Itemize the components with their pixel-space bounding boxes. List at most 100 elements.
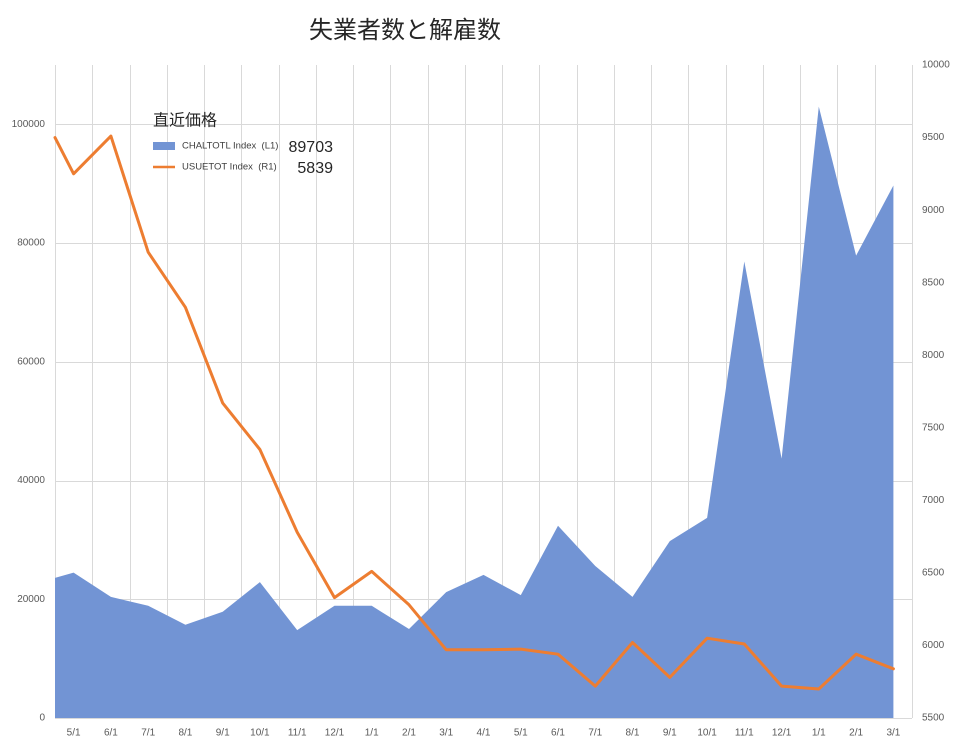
x-tick-label: 10/1 bbox=[250, 728, 270, 739]
x-tick-label: 2/1 bbox=[849, 728, 863, 739]
line-point bbox=[258, 448, 262, 452]
x-tick-label: 4/1 bbox=[477, 728, 491, 739]
line-point bbox=[370, 569, 374, 573]
y-right-tick-label: 6500 bbox=[922, 568, 945, 579]
area-point bbox=[519, 593, 523, 597]
x-tick-label: 1/1 bbox=[812, 728, 826, 739]
line-point bbox=[183, 305, 187, 309]
y-right-tick-label: 7000 bbox=[922, 495, 945, 506]
x-tick-label: 5/1 bbox=[514, 728, 528, 739]
chart-title: 失業者数と解雇数 bbox=[309, 16, 501, 44]
line-point bbox=[333, 596, 337, 600]
line-point bbox=[482, 648, 486, 652]
y-right-tick-label: 8500 bbox=[922, 277, 945, 288]
line-point bbox=[593, 684, 597, 688]
legend-value-chaltotl: 89703 bbox=[289, 139, 334, 156]
y-right-tick-label: 9000 bbox=[922, 205, 945, 216]
line-point bbox=[631, 641, 635, 645]
x-tick-label: 8/1 bbox=[626, 728, 640, 739]
line-point bbox=[668, 675, 672, 679]
y-left-tick-label: 80000 bbox=[17, 238, 45, 249]
x-tick-label: 1/1 bbox=[365, 728, 379, 739]
area-point bbox=[258, 580, 262, 584]
x-tick-label: 8/1 bbox=[178, 728, 192, 739]
line-point bbox=[221, 401, 225, 405]
line-point bbox=[109, 134, 113, 138]
area-point bbox=[444, 590, 448, 594]
line-point bbox=[444, 648, 448, 652]
x-tick-label: 2/1 bbox=[402, 728, 416, 739]
y-left-tick-label: 0 bbox=[39, 713, 45, 724]
area-point bbox=[109, 595, 113, 599]
area-point bbox=[370, 604, 374, 608]
line-point bbox=[146, 250, 150, 254]
x-tick-label: 12/1 bbox=[772, 728, 792, 739]
area-point bbox=[854, 254, 858, 258]
area-point bbox=[53, 576, 57, 580]
x-tick-label: 10/1 bbox=[697, 728, 717, 739]
y-right-tick-label: 8000 bbox=[922, 350, 945, 361]
x-tick-label: 11/1 bbox=[735, 728, 754, 739]
y-left-tick-label: 60000 bbox=[17, 356, 45, 367]
line-point bbox=[705, 636, 709, 640]
y-right-tick-label: 10000 bbox=[922, 60, 950, 71]
area-point bbox=[780, 457, 784, 461]
legend-label-usuetot: USUETOT Index (R1) bbox=[182, 162, 277, 173]
line-point bbox=[295, 530, 299, 534]
line-point bbox=[780, 684, 784, 688]
line-point bbox=[519, 647, 523, 651]
legend-value-usuetot: 5839 bbox=[297, 160, 333, 177]
y-right-tick-label: 5500 bbox=[922, 713, 945, 724]
area-point bbox=[593, 564, 597, 568]
x-tick-label: 6/1 bbox=[551, 728, 565, 739]
area-series bbox=[55, 106, 894, 719]
x-tick-label: 6/1 bbox=[104, 728, 118, 739]
x-tick-label: 12/1 bbox=[325, 728, 345, 739]
area-point bbox=[333, 604, 337, 608]
x-tick-label: 9/1 bbox=[216, 728, 230, 739]
x-tick-label: 3/1 bbox=[886, 728, 900, 739]
line-point bbox=[53, 136, 57, 140]
line-point bbox=[891, 667, 895, 671]
x-tick-label: 3/1 bbox=[439, 728, 453, 739]
area-point bbox=[221, 610, 225, 614]
y-left-tick-label: 40000 bbox=[17, 475, 45, 486]
area-point bbox=[742, 260, 746, 264]
area-point bbox=[183, 623, 187, 627]
area-point bbox=[72, 571, 76, 575]
x-tick-label: 11/1 bbox=[288, 728, 307, 739]
legend-title: 直近価格 bbox=[153, 111, 217, 130]
line-point bbox=[817, 687, 821, 691]
line-point bbox=[407, 603, 411, 607]
line-point bbox=[742, 642, 746, 646]
line-point bbox=[72, 172, 76, 176]
area-point bbox=[891, 184, 895, 188]
y-left-tick-label: 100000 bbox=[12, 119, 46, 130]
x-tick-label: 5/1 bbox=[67, 728, 81, 739]
area-point bbox=[705, 516, 709, 520]
legend-label-chaltotl: CHALTOTL Index (L1) bbox=[182, 141, 278, 152]
area-point bbox=[295, 628, 299, 632]
area-point bbox=[668, 539, 672, 543]
y-right-tick-label: 9500 bbox=[922, 132, 945, 143]
area-point bbox=[631, 595, 635, 599]
y-left-tick-label: 20000 bbox=[17, 594, 45, 605]
axis-labels: 0 20000 40000 60000 80000 100000 5500 6000 6500 7… bbox=[12, 60, 951, 739]
x-tick-label: 7/1 bbox=[588, 728, 602, 739]
line-point bbox=[854, 652, 858, 656]
x-tick-label: 9/1 bbox=[663, 728, 677, 739]
legend: 直近価格 CHALTOTL Index (L1) 89703 USUETOT I… bbox=[153, 111, 334, 177]
x-tick-label: 7/1 bbox=[141, 728, 155, 739]
y-right-tick-label: 6000 bbox=[922, 640, 945, 651]
area-point bbox=[407, 627, 411, 631]
series-layer bbox=[53, 105, 895, 719]
area-point bbox=[556, 524, 560, 528]
line-point bbox=[556, 652, 560, 656]
area-point bbox=[146, 604, 150, 608]
area-point bbox=[817, 105, 821, 109]
line-series bbox=[53, 134, 895, 691]
area-point bbox=[482, 573, 486, 577]
legend-swatch-chaltotl bbox=[153, 142, 175, 150]
y-right-tick-label: 7500 bbox=[922, 422, 945, 433]
